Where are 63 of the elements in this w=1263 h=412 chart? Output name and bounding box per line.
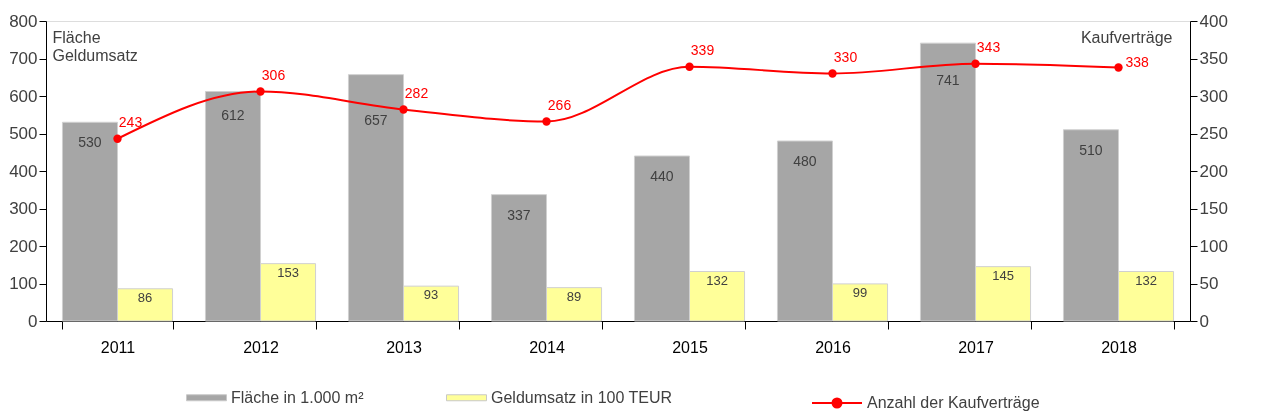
y-tick-label: 0	[28, 311, 38, 331]
x-tick-label: 2018	[1101, 338, 1137, 356]
y-tick-label: 500	[9, 124, 38, 143]
point	[113, 134, 122, 143]
data-label: 657	[364, 111, 388, 128]
data-label: 132	[706, 272, 728, 288]
data-label: 306	[261, 66, 286, 83]
point	[1114, 63, 1123, 72]
y2-tick-label: 50	[1199, 274, 1219, 293]
y-tick-label: 300	[9, 199, 38, 218]
point	[971, 59, 980, 68]
y2-tick-label: 200	[1199, 161, 1228, 181]
point	[542, 117, 551, 126]
data-label: 339	[690, 41, 715, 58]
data-label: 480	[793, 153, 817, 169]
data-label: 510	[1079, 141, 1103, 158]
data-label: 132	[1135, 272, 1157, 288]
data-label: 338	[1125, 53, 1150, 70]
data-label: 440	[650, 168, 674, 184]
x-tick-label: 2015	[672, 338, 708, 356]
data-label: 86	[137, 289, 153, 305]
x-tick-label: 2013	[386, 338, 422, 356]
point	[685, 62, 694, 71]
y2-tick-label: 400	[1199, 11, 1228, 31]
point	[256, 87, 265, 96]
point	[828, 69, 837, 78]
y2-tick-label: 0	[1199, 311, 1209, 331]
y2-axis-title: Kaufverträge	[1080, 28, 1173, 46]
point	[399, 105, 408, 114]
y-tick-label: 800	[9, 11, 38, 31]
y-tick-label: 600	[9, 86, 38, 106]
data-label: 99	[852, 284, 868, 300]
y2-tick-label: 350	[1199, 49, 1228, 68]
y2-tick-label: 100	[1199, 236, 1228, 256]
legend-label: Anzahl der Kaufverträge	[867, 394, 1040, 411]
data-label: 93	[423, 287, 439, 303]
data-label: 530	[78, 134, 102, 151]
x-tick-label: 2017	[958, 338, 994, 356]
data-label: 612	[221, 106, 245, 123]
y-tick-label: 100	[9, 274, 38, 293]
data-label: 266	[547, 96, 572, 113]
data-label: 343	[976, 38, 1001, 55]
y-tick-label: 200	[9, 236, 38, 256]
y-tick-label: 400	[9, 161, 38, 181]
x-tick-label: 2016	[815, 338, 851, 356]
data-label: 145	[992, 267, 1014, 283]
y2-tick-label: 150	[1199, 199, 1228, 218]
data-label: 153	[277, 264, 299, 280]
x-tick-label: 2011	[100, 338, 136, 356]
y-tick-label: 700	[9, 49, 38, 68]
x-tick-label: 2014	[529, 338, 565, 356]
x-tick-label: 2012	[243, 338, 279, 356]
legend-label: Fläche in 1.000 m²	[231, 388, 365, 406]
data-label: 89	[566, 288, 582, 304]
y2-tick-label: 300	[1199, 86, 1228, 106]
data-label: 330	[833, 48, 858, 65]
data-label: 337	[507, 206, 531, 223]
legend-label: Geldumsatz in 100 TEUR	[491, 388, 673, 406]
data-label: 282	[404, 84, 429, 101]
y2-tick-label: 250	[1199, 124, 1228, 143]
data-label: 243	[118, 113, 143, 130]
data-label: 741	[936, 72, 960, 89]
y-axis-title: Fläche Geldumsatz	[52, 28, 138, 64]
